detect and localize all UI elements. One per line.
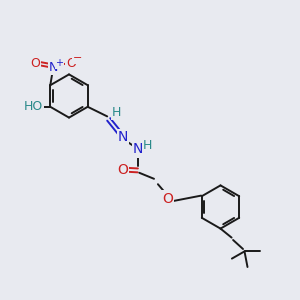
Text: +: + [55,58,63,68]
Text: H: H [112,106,121,119]
Text: −: − [73,53,83,63]
Text: H: H [143,139,152,152]
Text: N: N [49,61,58,74]
Text: O: O [30,56,40,70]
Text: O: O [162,192,173,206]
Text: N: N [118,130,128,144]
Text: N: N [133,142,143,156]
Text: O: O [117,164,128,177]
Text: HO: HO [24,100,44,113]
Text: O: O [66,56,76,70]
